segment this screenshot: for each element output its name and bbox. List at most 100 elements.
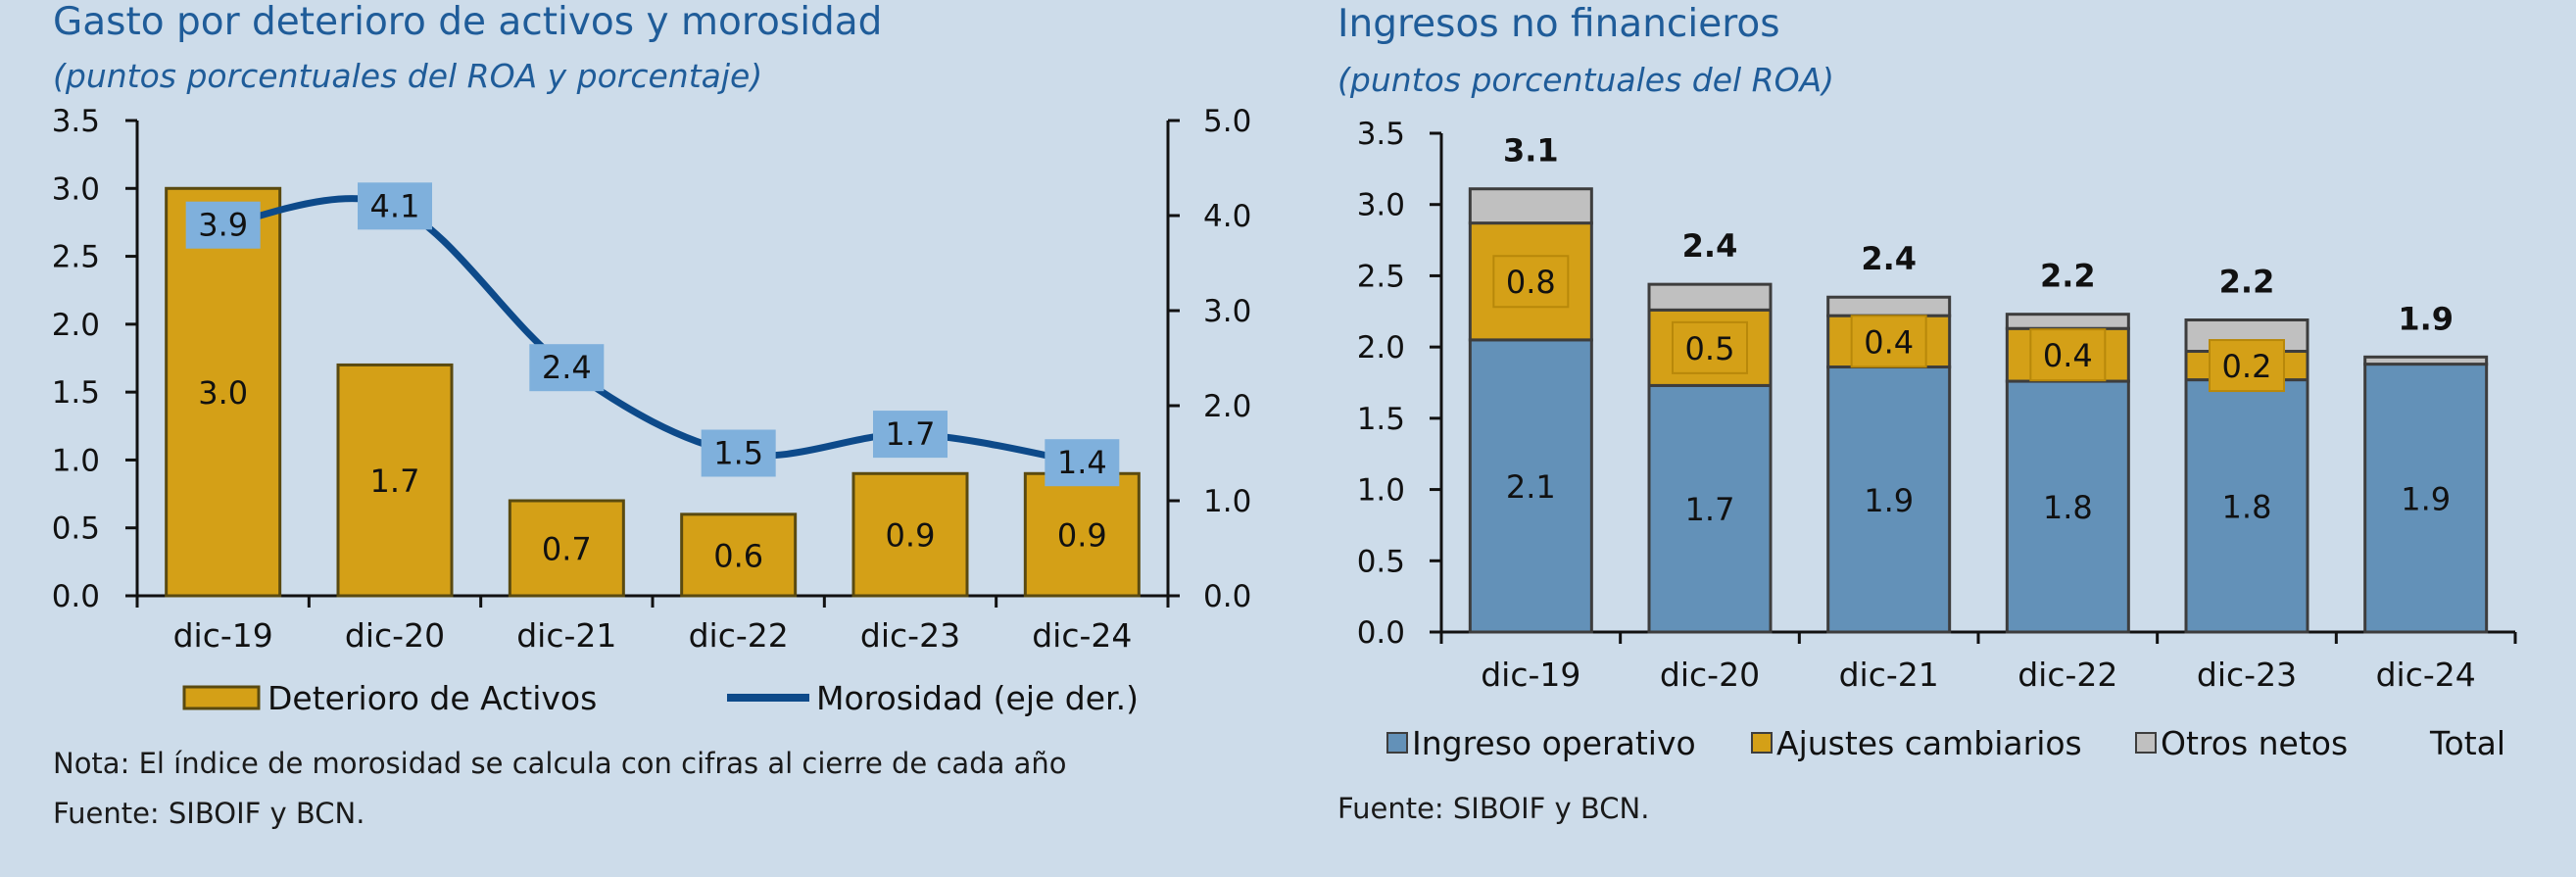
ingreso-operativo-bar [1468,338,1593,634]
deterioro-bar-label: 0.9 [886,517,936,555]
right-y-tick-label: 2.5 [1357,259,1405,294]
right-chart-title: Ingresos no financieros [1337,2,1780,46]
left-x-tick-label: dic-20 [345,616,445,655]
deterioro-bar-label: 1.7 [370,463,420,500]
total-label: 1.9 [2398,300,2454,337]
deterioro-bar [851,471,969,598]
legend-swatch-ajustes [1751,732,1773,754]
total-label: 3.1 [1503,132,1559,170]
morosidad-data-label: 1.5 [713,435,763,472]
ajustes-cambiarios-label: 0.4 [1864,323,1914,361]
left-y2-tick-label: 2.0 [1203,389,1251,424]
right-y-tick-label: 2.0 [1357,330,1405,365]
deterioro-bar-label: 0.7 [542,531,592,568]
left-x-tick-label: dic-21 [516,616,616,655]
ingreso-operativo-label: 1.8 [2043,489,2093,526]
ajustes-label-box [1672,320,1748,374]
right-y-tick-label: 1.5 [1357,402,1405,437]
right-x-tick-label: dic-20 [1660,656,1760,694]
morosidad-label-box [358,182,432,230]
deterioro-bar [680,512,798,598]
left-y-tick-label: 3.0 [52,171,100,207]
total-label: 2.2 [2219,264,2275,301]
ajustes-label-box [1850,315,1927,368]
left-y2-tick-label: 0.0 [1203,579,1251,614]
left-y-tick-label: 3.5 [52,104,100,139]
legend-swatch-otros [2135,732,2157,754]
left-chart-title: Gasto por deterioro de activos y morosid… [53,0,883,44]
ajustes-label-box [2029,328,2107,382]
morosidad-label-box [529,344,605,392]
right-x-tick-label: dic-19 [1481,656,1580,694]
ajustes-label-box [2209,339,2285,393]
ajustes-cambiarios-label: 0.5 [1685,330,1735,367]
left-x-tick-label: dic-23 [860,616,960,655]
total-label: 2.2 [2040,258,2096,295]
ingreso-operativo-label: 1.9 [1864,482,1914,519]
left-y-tick-label: 2.0 [52,308,100,343]
left-x-tick-label: dic-24 [1032,616,1132,655]
ingreso-operativo-bar [1647,383,1773,634]
otros-netos-bar [1647,282,1773,312]
left-x-tick-label: dic-22 [689,616,789,655]
morosidad-label-box [701,429,776,477]
morosidad-data-label: 3.9 [198,207,248,244]
ajustes-cambiarios-label: 0.8 [1506,264,1556,301]
morosidad-data-label: 2.4 [542,349,592,386]
left-y2-tick-label: 4.0 [1203,199,1251,234]
right-x-tick-label: dic-23 [2197,656,2297,694]
right-y-tick-label: 3.0 [1357,188,1405,223]
right-x-tick-label: dic-22 [2017,656,2117,694]
ingreso-operativo-bar [2363,363,2489,634]
right-chart-source: Fuente: SIBOIF y BCN. [1337,792,1650,825]
deterioro-bar [336,363,454,598]
otros-netos-bar [1468,187,1593,225]
right-y-tick-label: 1.0 [1357,473,1405,509]
right-chart-subtitle: (puntos porcentuales del ROA) [1337,61,1835,99]
left-x-tick-label: dic-19 [173,616,273,655]
left-y2-tick-label: 1.0 [1203,484,1251,519]
total-label: 2.4 [1682,227,1738,265]
ingreso-operativo-label: 1.8 [2222,488,2272,525]
morosidad-data-label: 4.1 [370,187,420,224]
ajustes-cambiarios-label: 0.2 [2222,348,2272,385]
otros-netos-bar [2005,313,2130,330]
otros-netos-bar [2363,355,2489,366]
legend-label-ajustes: Ajustes cambiarios [1776,724,2082,762]
total-label: 2.4 [1861,240,1917,277]
deterioro-bar-label: 3.0 [198,374,248,412]
right-x-tick-label: dic-21 [1839,656,1939,694]
deterioro-bar-label: 0.9 [1057,517,1107,555]
deterioro-bar-label: 0.6 [713,537,763,574]
deterioro-bar [508,499,625,598]
left-y-tick-label: 0.5 [52,512,100,547]
ajustes-label-box [1492,255,1570,309]
legend-label-ingreso-operativo: Ingreso operativo [1412,724,1696,762]
right-y-tick-label: 0.0 [1357,615,1405,651]
ingreso-operativo-bar [2184,378,2309,634]
legend-swatch-ingreso-operativo [1386,732,1408,754]
right-y-tick-label: 3.5 [1357,117,1405,152]
legend-swatch-deterioro [182,685,261,710]
left-chart-subtitle: (puntos porcentuales del ROA y porcentaj… [53,57,763,95]
left-y-tick-label: 1.0 [52,443,100,478]
left-y2-tick-label: 3.0 [1203,294,1251,329]
morosidad-data-label: 1.7 [886,415,936,453]
ingreso-operativo-label: 2.1 [1506,468,1556,506]
left-y-tick-label: 1.5 [52,375,100,411]
legend-label-deterioro: Deterioro de Activos [267,679,597,717]
deterioro-bar [1023,471,1141,598]
ingreso-operativo-bar [2005,379,2130,634]
morosidad-data-label: 1.4 [1057,444,1107,481]
left-y2-tick-label: 5.0 [1203,104,1251,139]
right-x-tick-label: dic-24 [2376,656,2476,694]
right-y-tick-label: 0.5 [1357,544,1405,579]
ingreso-operativo-label: 1.9 [2401,480,2451,517]
ingreso-operativo-label: 1.7 [1685,491,1735,528]
legend-label-morosidad: Morosidad (eje der.) [816,679,1139,717]
legend-label-total: Total [2429,724,2505,762]
morosidad-label-box [1045,439,1120,487]
morosidad-label-box [873,411,948,459]
deterioro-bar [165,186,282,598]
